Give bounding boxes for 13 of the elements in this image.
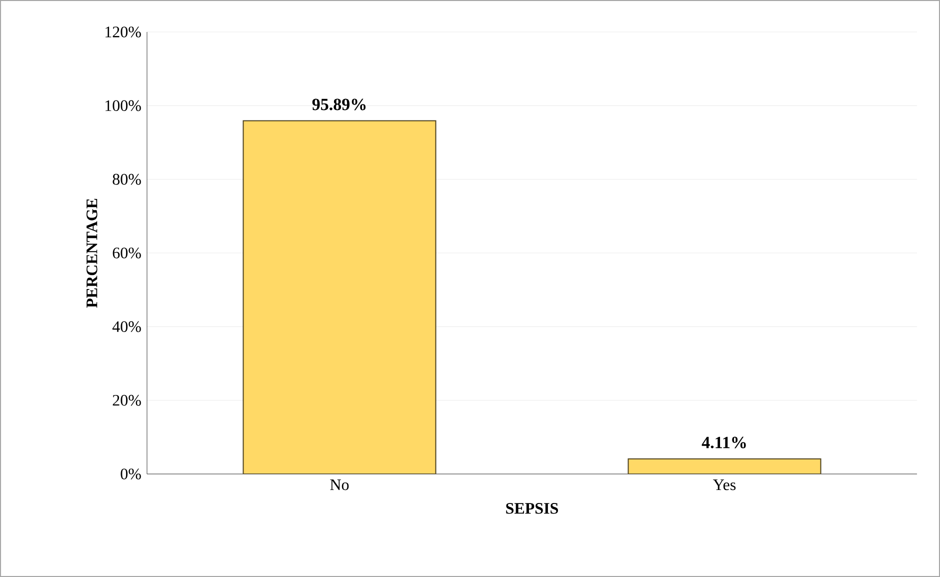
data-label: 95.89% (312, 98, 366, 110)
y-tick-label: 20% (112, 394, 141, 406)
x-axis-title: SEPSIS (506, 503, 558, 514)
y-axis-title: PERCENTAGE (86, 198, 98, 308)
y-tick-label: 60% (112, 248, 141, 258)
y-tick-label: 100% (106, 100, 141, 112)
x-tick-label: No (330, 480, 349, 490)
x-tick-label: Yes (713, 480, 736, 490)
y-tick-label: 0% (120, 468, 141, 480)
y-tick-label: 120% (106, 26, 141, 38)
y-tick-label: 40% (112, 321, 141, 332)
y-tick-label: 80% (112, 174, 141, 185)
data-label: 4.11% (702, 436, 746, 448)
